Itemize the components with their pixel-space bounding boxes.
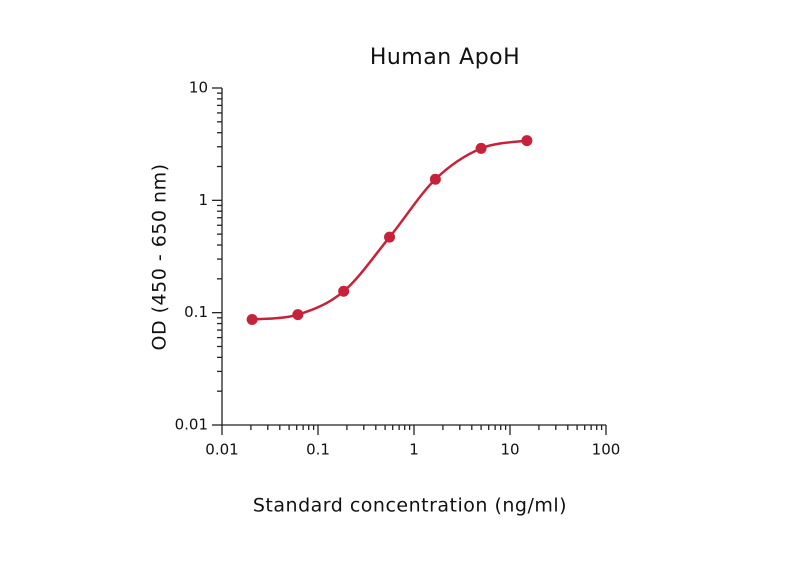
chart-title: Human ApoH: [370, 45, 520, 70]
y-tick-label: 0.01: [175, 416, 208, 434]
y-axis-title: OD (450 - 650 nm): [149, 163, 171, 350]
data-point: [246, 313, 258, 325]
x-axis-title: Standard concentration (ng/ml): [253, 495, 567, 517]
y-tick-label: 1: [198, 191, 208, 209]
data-point: [338, 285, 350, 297]
x-tick-label: 0.01: [205, 441, 238, 459]
data-point: [292, 309, 304, 321]
data-point: [521, 135, 533, 147]
data-point: [475, 142, 487, 154]
data-point: [429, 173, 441, 185]
x-tick-label: 0.1: [306, 441, 330, 459]
y-tick-label: 10: [189, 79, 208, 97]
x-tick-label: 100: [592, 441, 621, 459]
y-tick-label: 0.1: [184, 303, 208, 321]
fit-curve: [252, 139, 528, 321]
x-tick-label: 10: [500, 441, 519, 459]
data-point: [384, 231, 396, 243]
x-tick-label: 1: [409, 441, 419, 459]
